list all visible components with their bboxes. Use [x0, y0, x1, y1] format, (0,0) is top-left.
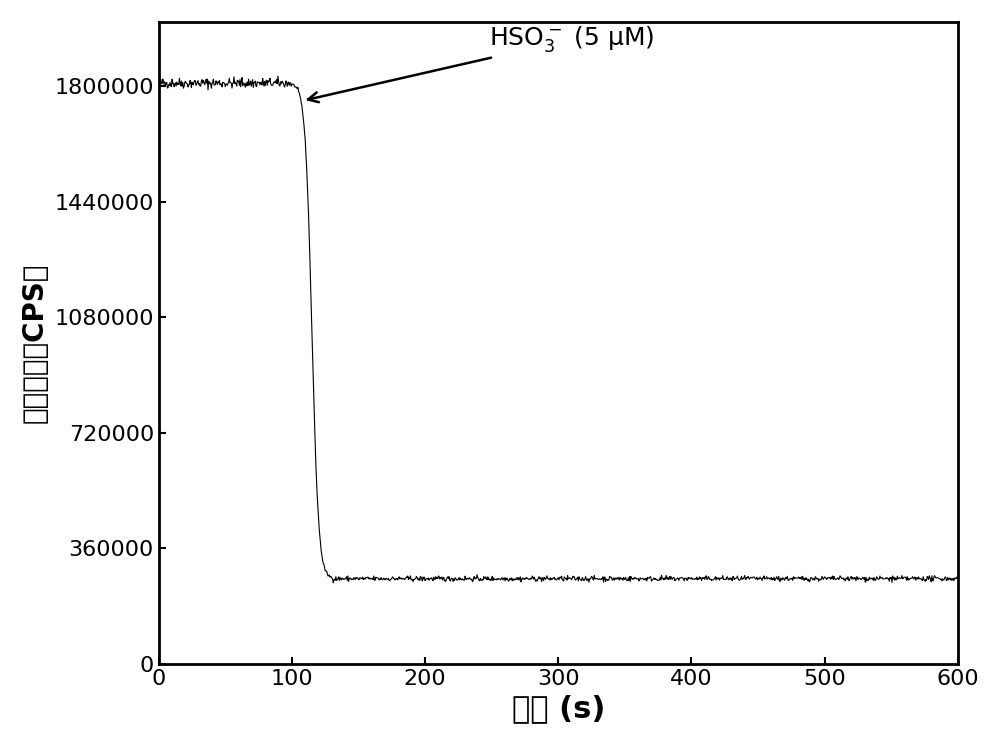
Text: $\mathrm{HSO_3^-}$ (5 μM): $\mathrm{HSO_3^-}$ (5 μM): [308, 25, 654, 102]
Y-axis label: 荧光强度（CPS）: 荧光强度（CPS）: [21, 263, 49, 423]
X-axis label: 时间 (s): 时间 (s): [512, 694, 605, 723]
